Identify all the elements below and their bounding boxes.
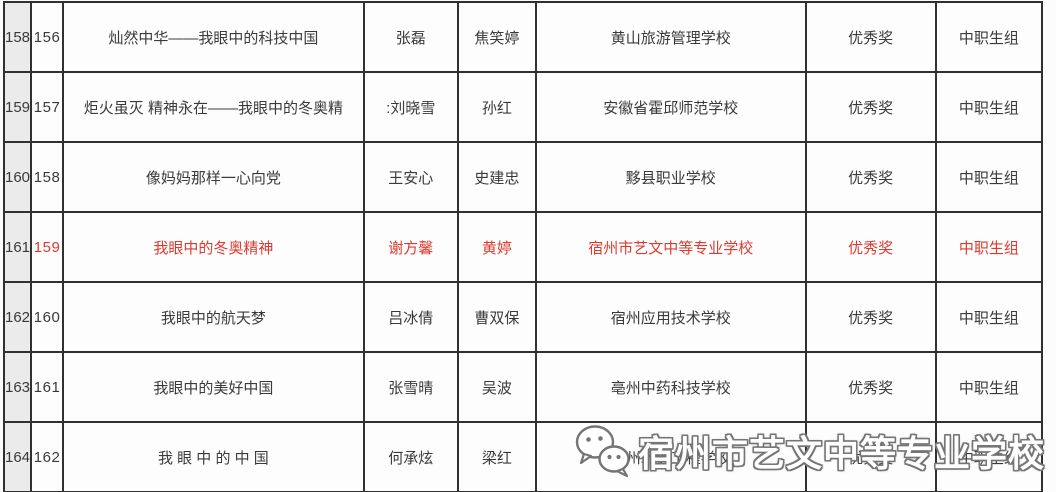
cell-entry-no[interactable]: 161: [30, 351, 65, 423]
cell-school[interactable]: 黄山旅游管理学校: [534, 1, 807, 73]
cell-group[interactable]: 中职生组: [934, 281, 1044, 353]
cell-group[interactable]: 中职生组: [934, 351, 1044, 423]
cell-title[interactable]: 炬火虽灭 精神永在——我眼中的冬奥精: [62, 71, 365, 143]
row-header-cell[interactable]: 161: [2, 211, 33, 283]
cell-entry-no[interactable]: 156: [30, 1, 65, 73]
cell-teacher[interactable]: 史建忠: [456, 141, 537, 213]
cell-group[interactable]: 中职生组: [934, 141, 1044, 213]
table-row: 164 162 我 眼 中 的 中 国 何承炫 梁红 宿州环保工程学校 优秀奖 …: [2, 421, 1044, 492]
cell-award[interactable]: 优秀奖: [804, 71, 937, 143]
cell-entry-no[interactable]: 158: [30, 141, 65, 213]
cell-teacher[interactable]: 焦笑婷: [456, 1, 537, 73]
cell-teacher[interactable]: 黄婷: [456, 211, 537, 283]
cell-award[interactable]: 优秀奖: [804, 281, 937, 353]
row-header-cell[interactable]: 158: [2, 1, 33, 73]
cell-teacher[interactable]: 梁红: [456, 421, 537, 492]
cell-author[interactable]: :刘晓雪: [362, 71, 459, 143]
cell-author[interactable]: 张磊: [362, 1, 459, 73]
cell-group[interactable]: 中职生组: [934, 71, 1044, 143]
cell-school[interactable]: 黟县职业学校: [534, 141, 807, 213]
cell-title[interactable]: 我眼中的冬奥精神: [62, 211, 365, 283]
cell-award[interactable]: 优秀奖: [804, 351, 937, 423]
cell-teacher[interactable]: 曹双保: [456, 281, 537, 353]
cell-entry-no[interactable]: 162: [30, 421, 65, 492]
cell-award[interactable]: 优秀奖: [804, 1, 937, 73]
row-header-cell[interactable]: 164: [2, 421, 33, 492]
cell-award[interactable]: 优秀奖: [804, 421, 937, 492]
cell-entry-no[interactable]: 159: [30, 211, 65, 283]
cell-school[interactable]: 宿州应用技术学校: [534, 281, 807, 353]
cell-title[interactable]: 灿然中华——我眼中的科技中国: [62, 1, 365, 73]
cell-group[interactable]: 中职生组: [934, 211, 1044, 283]
row-header-cell[interactable]: 162: [2, 281, 33, 353]
cell-author[interactable]: 王安心: [362, 141, 459, 213]
cell-school[interactable]: 安徽省霍邱师范学校: [534, 71, 807, 143]
row-header-cell[interactable]: 159: [2, 71, 33, 143]
cell-school[interactable]: 宿州市艺文中等专业学校: [534, 211, 807, 283]
cell-award[interactable]: 优秀奖: [804, 141, 937, 213]
table-row: 161 159 我眼中的冬奥精神 谢方馨 黄婷 宿州市艺文中等专业学校 优秀奖 …: [2, 211, 1044, 283]
table-row: 162 160 我眼中的航天梦 吕冰倩 曹双保 宿州应用技术学校 优秀奖 中职生…: [2, 281, 1044, 353]
table-row: 160 158 像妈妈那样一心向党 王安心 史建忠 黟县职业学校 优秀奖 中职生…: [2, 141, 1044, 213]
cell-title[interactable]: 我 眼 中 的 中 国: [62, 421, 365, 492]
cell-entry-no[interactable]: 157: [30, 71, 65, 143]
table-row: 158 156 灿然中华——我眼中的科技中国 张磊 焦笑婷 黄山旅游管理学校 优…: [2, 1, 1044, 73]
row-header-cell[interactable]: 160: [2, 141, 33, 213]
table-row: 163 161 我眼中的美好中国 张雪晴 吴波 亳州中药科技学校 优秀奖 中职生…: [2, 351, 1044, 423]
cell-school[interactable]: 亳州中药科技学校: [534, 351, 807, 423]
cell-school[interactable]: 宿州环保工程学校: [534, 421, 807, 492]
cell-author[interactable]: 吕冰倩: [362, 281, 459, 353]
cell-teacher[interactable]: 孙红: [456, 71, 537, 143]
cell-group[interactable]: 中职生组: [934, 1, 1044, 73]
cell-teacher[interactable]: 吴波: [456, 351, 537, 423]
cell-author[interactable]: 何承炫: [362, 421, 459, 492]
cell-title[interactable]: 我眼中的美好中国: [62, 351, 365, 423]
cell-award[interactable]: 优秀奖: [804, 211, 937, 283]
table-row: 159 157 炬火虽灭 精神永在——我眼中的冬奥精 :刘晓雪 孙红 安徽省霍邱…: [2, 71, 1044, 143]
row-header-cell[interactable]: 163: [2, 351, 33, 423]
cell-author[interactable]: 谢方馨: [362, 211, 459, 283]
cell-entry-no[interactable]: 160: [30, 281, 65, 353]
cell-title[interactable]: 像妈妈那样一心向党: [62, 141, 365, 213]
cell-group[interactable]: 中职生组: [934, 421, 1044, 492]
cell-title[interactable]: 我眼中的航天梦: [62, 281, 365, 353]
cell-author[interactable]: 张雪晴: [362, 351, 459, 423]
